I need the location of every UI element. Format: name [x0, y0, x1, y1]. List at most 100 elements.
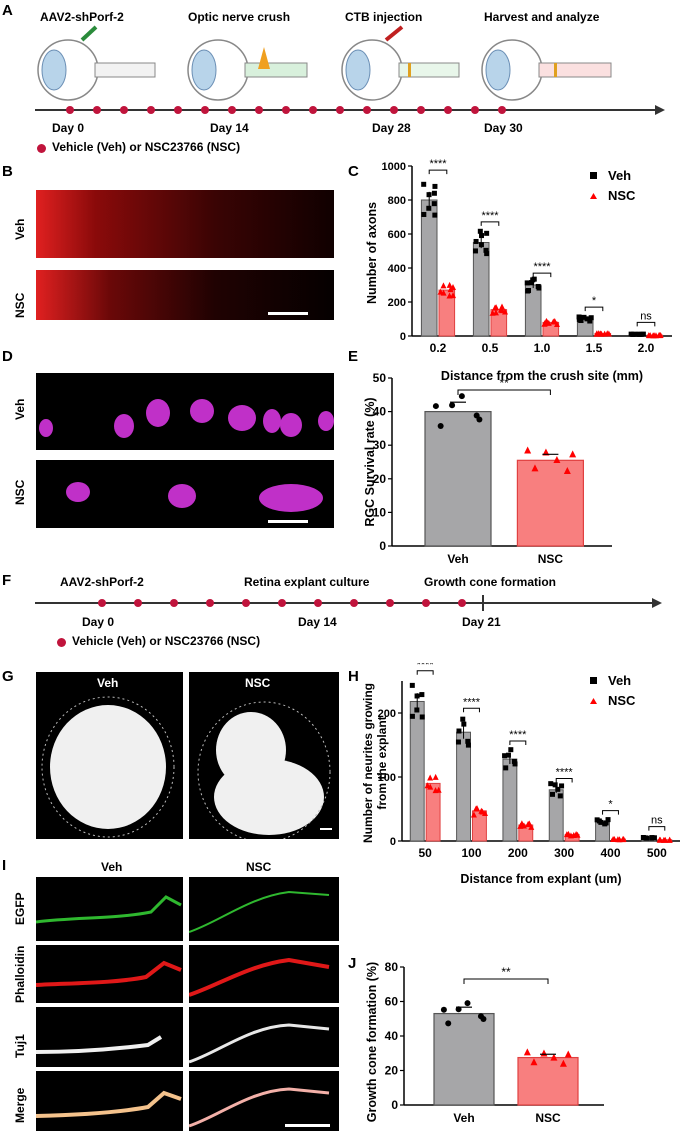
- eye-schematics: [37, 25, 612, 101]
- y-tick-label: 60: [385, 995, 399, 1009]
- point-veh: [525, 288, 531, 294]
- x-axis-label: Distance from explant (um): [460, 872, 621, 886]
- significance-label: **: [500, 376, 510, 390]
- micrograph-b-nsc: [36, 270, 334, 320]
- point-veh: [458, 393, 465, 400]
- bar-veh: [433, 1012, 495, 1106]
- point-nsc: [531, 464, 539, 472]
- point-nsc: [446, 292, 453, 299]
- point-veh: [483, 247, 489, 253]
- point-veh: [588, 315, 594, 321]
- point-veh: [605, 817, 611, 823]
- point-veh: [502, 753, 508, 759]
- point-veh: [472, 248, 478, 254]
- point-veh: [465, 738, 471, 744]
- micrograph-i-phalloidin-veh: [35, 945, 183, 1003]
- point-veh: [529, 280, 535, 286]
- bar-veh: [472, 242, 490, 337]
- y-tick-label: 20: [385, 1064, 399, 1078]
- day-0-f: Day 0: [82, 615, 115, 629]
- x-tick-label: 0.5: [482, 341, 499, 355]
- point-nsc: [492, 309, 499, 316]
- point-nsc: [563, 467, 571, 475]
- legend-f: Vehicle (Veh) or NSC23766 (NSC): [72, 634, 261, 648]
- significance-bracket: [463, 978, 549, 984]
- y-tick-label: 40: [385, 1029, 399, 1043]
- point-nsc: [550, 318, 557, 325]
- point-nsc: [540, 1049, 548, 1057]
- y-axis-label: Number of neurites growing: [362, 683, 375, 843]
- point-nsc: [666, 836, 673, 843]
- legend-marker-nsc: [590, 698, 597, 704]
- label-i-merge: Merge: [13, 1087, 27, 1123]
- point-nsc: [528, 823, 535, 830]
- panel-label-j: J: [348, 955, 357, 972]
- x-tick-label: NSC: [535, 1111, 561, 1125]
- point-veh: [636, 331, 642, 337]
- y-axis-label: RGC Survival rate (%): [363, 397, 377, 526]
- y-tick-label: 100: [378, 772, 396, 784]
- point-nsc: [660, 836, 667, 843]
- point-nsc: [569, 450, 577, 458]
- point-veh: [431, 201, 437, 207]
- step-crush: Optic nerve crush: [188, 10, 291, 24]
- point-nsc: [447, 286, 454, 293]
- panel-label-e: E: [348, 348, 359, 365]
- point-veh: [479, 233, 485, 239]
- chart-e: 0 10 20 30 40 50 Veh NSC ** RGC Survival rate (%): [363, 371, 612, 566]
- y-tick-label: 10: [373, 505, 387, 519]
- significance-bracket: [463, 707, 480, 713]
- y-tick-label: 1000: [382, 161, 406, 173]
- point-nsc: [525, 820, 532, 827]
- point-veh: [638, 331, 644, 337]
- point-veh: [419, 714, 425, 720]
- point-nsc: [493, 304, 500, 311]
- chart-h: 0 100 200 **** 50 **** 100 **** 200 **** 300 * 400 ns…: [362, 663, 680, 886]
- point-nsc: [601, 330, 608, 337]
- bar-veh: [456, 731, 471, 842]
- point-nsc: [427, 774, 434, 781]
- significance-label: ns: [640, 310, 652, 322]
- point-veh: [577, 317, 583, 323]
- x-tick-label: 200: [508, 846, 528, 860]
- point-nsc: [498, 303, 505, 310]
- point-nsc: [520, 822, 527, 829]
- x-tick-label: Veh: [453, 1111, 474, 1125]
- y-tick-label: 0: [390, 836, 396, 848]
- micrograph-i-tuj1-veh: [35, 1007, 183, 1067]
- significance-bracket: [416, 670, 434, 675]
- significance-label: ****: [417, 663, 435, 671]
- micrograph-i-merge-nsc: [188, 1071, 339, 1131]
- point-nsc: [432, 787, 439, 794]
- panel-label-g: G: [2, 668, 14, 685]
- x-tick-label: 500: [647, 846, 667, 860]
- x-tick-label: Veh: [447, 552, 468, 566]
- significance-label: ****: [481, 210, 499, 222]
- x-tick-label: 1.0: [534, 341, 551, 355]
- y-tick-label: 30: [373, 438, 387, 452]
- legend-a: Vehicle (Veh) or NSC23766 (NSC): [52, 140, 241, 154]
- x-tick-label: 0.2: [430, 341, 447, 355]
- point-veh: [530, 277, 536, 283]
- y-tick-label: 0: [400, 331, 406, 343]
- day-0-a: Day 0: [52, 121, 85, 135]
- point-nsc: [482, 809, 489, 816]
- day-28-a: Day 28: [372, 121, 411, 135]
- significance-label: ****: [463, 696, 481, 708]
- step-f-aav: AAV2-shPorf-2: [60, 575, 144, 589]
- point-nsc: [524, 446, 532, 454]
- scale-bar-b: [268, 312, 308, 315]
- day-30-a: Day 30: [484, 121, 523, 135]
- point-veh: [409, 682, 415, 688]
- x-axis-label: Distance from the crush site (mm): [441, 369, 643, 383]
- point-veh: [432, 403, 439, 410]
- panel-label-c: C: [348, 163, 359, 180]
- significance-label: *: [608, 799, 613, 811]
- scale-bar-d: [268, 520, 308, 523]
- point-veh: [559, 783, 565, 789]
- micrograph-i-tuj1-nsc: [188, 1007, 339, 1067]
- y-axis-label: Number of axons: [365, 202, 379, 304]
- timeline-f: [35, 595, 662, 611]
- label-i-tuj1: Tuj1: [13, 1034, 27, 1058]
- bar-nsc: [425, 782, 441, 842]
